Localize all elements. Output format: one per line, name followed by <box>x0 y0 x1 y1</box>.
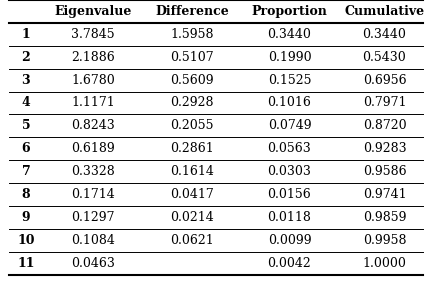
Text: 0.8720: 0.8720 <box>363 119 406 132</box>
Text: 0.2055: 0.2055 <box>171 119 214 132</box>
Text: 0.9958: 0.9958 <box>363 234 406 247</box>
Text: 0.0118: 0.0118 <box>267 211 311 224</box>
Text: 0.0563: 0.0563 <box>267 142 311 155</box>
Text: 6: 6 <box>22 142 30 155</box>
Text: 0.3440: 0.3440 <box>362 28 407 41</box>
Text: 0.2861: 0.2861 <box>170 142 214 155</box>
Text: 0.9859: 0.9859 <box>363 211 406 224</box>
Text: 5: 5 <box>22 119 30 132</box>
Text: 0.8243: 0.8243 <box>71 119 115 132</box>
Text: 0.0463: 0.0463 <box>71 257 115 270</box>
Text: Proportion: Proportion <box>251 5 327 18</box>
Text: 0.2928: 0.2928 <box>171 96 214 110</box>
Text: Cumulative: Cumulative <box>344 5 425 18</box>
Text: 0.0303: 0.0303 <box>267 165 311 178</box>
Text: 10: 10 <box>17 234 35 247</box>
Text: 11: 11 <box>17 257 35 270</box>
Text: 0.6189: 0.6189 <box>71 142 115 155</box>
Text: 0.5107: 0.5107 <box>171 51 214 64</box>
Text: 1.0000: 1.0000 <box>362 257 407 270</box>
Text: 1.5958: 1.5958 <box>171 28 214 41</box>
Text: 0.1297: 0.1297 <box>71 211 114 224</box>
Text: 0.9586: 0.9586 <box>363 165 406 178</box>
Text: 0.5609: 0.5609 <box>171 74 214 87</box>
Text: 1: 1 <box>22 28 30 41</box>
Text: Difference: Difference <box>156 5 229 18</box>
Text: 4: 4 <box>22 96 30 110</box>
Text: 1.6780: 1.6780 <box>71 74 115 87</box>
Text: 0.3328: 0.3328 <box>71 165 115 178</box>
Text: 3: 3 <box>22 74 30 87</box>
Text: 0.9283: 0.9283 <box>363 142 406 155</box>
Text: 7: 7 <box>22 165 30 178</box>
Text: 0.0156: 0.0156 <box>267 188 311 201</box>
Text: 3.7845: 3.7845 <box>71 28 114 41</box>
Text: 0.7971: 0.7971 <box>363 96 406 110</box>
Text: 0.1614: 0.1614 <box>170 165 214 178</box>
Text: 0.1016: 0.1016 <box>267 96 311 110</box>
Text: 0.1714: 0.1714 <box>71 188 115 201</box>
Text: 8: 8 <box>22 188 30 201</box>
Text: 0.0214: 0.0214 <box>170 211 214 224</box>
Text: 2: 2 <box>22 51 30 64</box>
Text: 0.1084: 0.1084 <box>71 234 115 247</box>
Text: 1.1171: 1.1171 <box>71 96 115 110</box>
Text: 0.6956: 0.6956 <box>363 74 406 87</box>
Text: 2.1886: 2.1886 <box>71 51 115 64</box>
Text: 9: 9 <box>22 211 30 224</box>
Text: 0.0749: 0.0749 <box>268 119 311 132</box>
Text: 0.1990: 0.1990 <box>268 51 311 64</box>
Text: 0.0417: 0.0417 <box>170 188 214 201</box>
Text: 0.0099: 0.0099 <box>268 234 311 247</box>
Text: 0.0621: 0.0621 <box>170 234 214 247</box>
Text: Eigenvalue: Eigenvalue <box>54 5 132 18</box>
Text: 0.0042: 0.0042 <box>267 257 311 270</box>
Text: 0.9741: 0.9741 <box>363 188 406 201</box>
Text: 0.1525: 0.1525 <box>268 74 311 87</box>
Text: 0.5430: 0.5430 <box>362 51 407 64</box>
Text: 0.3440: 0.3440 <box>267 28 311 41</box>
